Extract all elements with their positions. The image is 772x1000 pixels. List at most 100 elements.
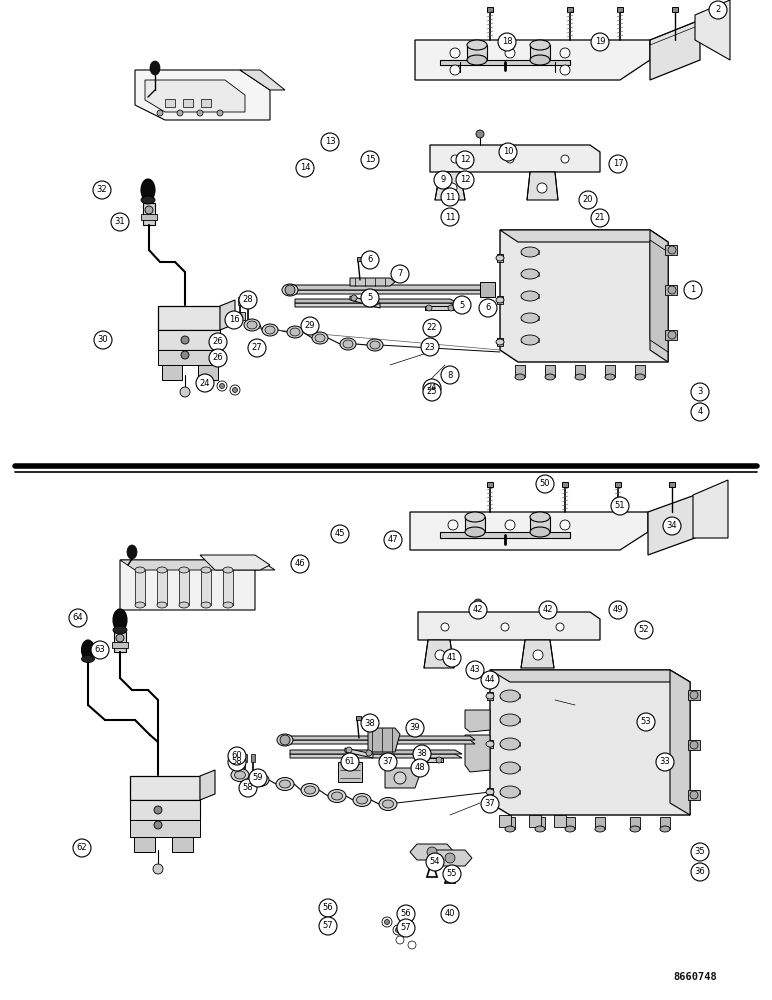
Ellipse shape bbox=[304, 786, 316, 794]
Circle shape bbox=[228, 747, 246, 765]
Bar bbox=[342, 341, 354, 347]
Ellipse shape bbox=[179, 602, 189, 608]
Ellipse shape bbox=[231, 768, 249, 782]
Ellipse shape bbox=[290, 328, 300, 336]
Bar bbox=[688, 790, 700, 800]
Bar bbox=[246, 297, 250, 305]
Bar bbox=[246, 322, 258, 328]
Polygon shape bbox=[650, 240, 668, 352]
Circle shape bbox=[443, 649, 461, 667]
Polygon shape bbox=[521, 640, 554, 668]
Text: 15: 15 bbox=[364, 155, 375, 164]
Bar bbox=[665, 285, 677, 295]
Bar bbox=[688, 740, 700, 750]
Polygon shape bbox=[200, 770, 215, 800]
Bar bbox=[615, 482, 621, 487]
Polygon shape bbox=[134, 837, 155, 852]
Bar bbox=[183, 99, 193, 107]
Circle shape bbox=[691, 403, 709, 421]
Circle shape bbox=[393, 925, 403, 935]
Ellipse shape bbox=[340, 338, 356, 350]
Text: 60: 60 bbox=[232, 752, 242, 760]
Polygon shape bbox=[424, 640, 454, 668]
Polygon shape bbox=[500, 230, 668, 242]
Bar bbox=[672, 7, 678, 12]
Bar bbox=[630, 817, 640, 829]
Text: 16: 16 bbox=[229, 316, 239, 324]
Ellipse shape bbox=[500, 738, 520, 750]
Polygon shape bbox=[670, 670, 690, 815]
Circle shape bbox=[426, 853, 444, 871]
Polygon shape bbox=[465, 710, 490, 732]
Circle shape bbox=[280, 735, 290, 745]
Text: 53: 53 bbox=[641, 718, 652, 726]
Circle shape bbox=[366, 750, 372, 756]
Circle shape bbox=[609, 155, 627, 173]
Text: 64: 64 bbox=[73, 613, 83, 622]
Bar bbox=[233, 312, 245, 320]
Ellipse shape bbox=[521, 247, 539, 257]
Circle shape bbox=[441, 208, 459, 226]
Circle shape bbox=[416, 757, 422, 763]
Circle shape bbox=[408, 941, 416, 949]
Bar bbox=[500, 694, 520, 698]
Text: 4: 4 bbox=[697, 408, 703, 416]
Text: 12: 12 bbox=[460, 155, 470, 164]
Circle shape bbox=[73, 839, 91, 857]
Circle shape bbox=[249, 769, 267, 787]
Circle shape bbox=[426, 305, 432, 311]
Circle shape bbox=[94, 331, 112, 349]
Bar bbox=[467, 45, 487, 60]
Circle shape bbox=[341, 753, 359, 771]
Bar bbox=[487, 788, 493, 796]
Circle shape bbox=[668, 246, 676, 254]
Ellipse shape bbox=[265, 326, 275, 334]
Text: 32: 32 bbox=[96, 186, 107, 194]
Bar bbox=[135, 570, 145, 605]
Ellipse shape bbox=[251, 774, 269, 786]
Bar bbox=[567, 7, 573, 12]
Polygon shape bbox=[650, 20, 700, 80]
Bar bbox=[530, 517, 550, 532]
Ellipse shape bbox=[545, 374, 555, 380]
Polygon shape bbox=[695, 0, 730, 60]
Circle shape bbox=[445, 853, 455, 863]
Bar bbox=[575, 365, 585, 377]
Text: 39: 39 bbox=[410, 724, 420, 732]
Circle shape bbox=[225, 311, 243, 329]
Circle shape bbox=[436, 757, 442, 763]
Ellipse shape bbox=[201, 602, 211, 608]
Circle shape bbox=[69, 609, 87, 627]
Circle shape bbox=[181, 351, 189, 359]
Circle shape bbox=[427, 847, 437, 857]
Ellipse shape bbox=[244, 319, 260, 331]
Polygon shape bbox=[350, 296, 380, 308]
Bar bbox=[521, 294, 539, 298]
Text: 13: 13 bbox=[325, 137, 335, 146]
Ellipse shape bbox=[127, 545, 137, 559]
Circle shape bbox=[373, 299, 379, 305]
Ellipse shape bbox=[141, 196, 155, 204]
Circle shape bbox=[539, 601, 557, 619]
Ellipse shape bbox=[315, 334, 325, 342]
Circle shape bbox=[451, 155, 459, 163]
Circle shape bbox=[690, 741, 698, 749]
Circle shape bbox=[476, 130, 484, 138]
Text: 41: 41 bbox=[447, 654, 457, 662]
Circle shape bbox=[663, 517, 681, 535]
Ellipse shape bbox=[379, 798, 397, 810]
Circle shape bbox=[591, 209, 609, 227]
Ellipse shape bbox=[486, 741, 494, 747]
Text: 14: 14 bbox=[300, 163, 310, 172]
Text: 8660748: 8660748 bbox=[673, 972, 717, 982]
Circle shape bbox=[239, 779, 257, 797]
Ellipse shape bbox=[530, 512, 550, 522]
Bar bbox=[521, 250, 539, 254]
Ellipse shape bbox=[486, 693, 494, 699]
Bar bbox=[665, 330, 677, 340]
Text: 7: 7 bbox=[398, 269, 403, 278]
Text: 6: 6 bbox=[367, 255, 373, 264]
Text: 48: 48 bbox=[415, 764, 425, 772]
Text: 26: 26 bbox=[213, 338, 223, 347]
Bar bbox=[487, 692, 493, 700]
